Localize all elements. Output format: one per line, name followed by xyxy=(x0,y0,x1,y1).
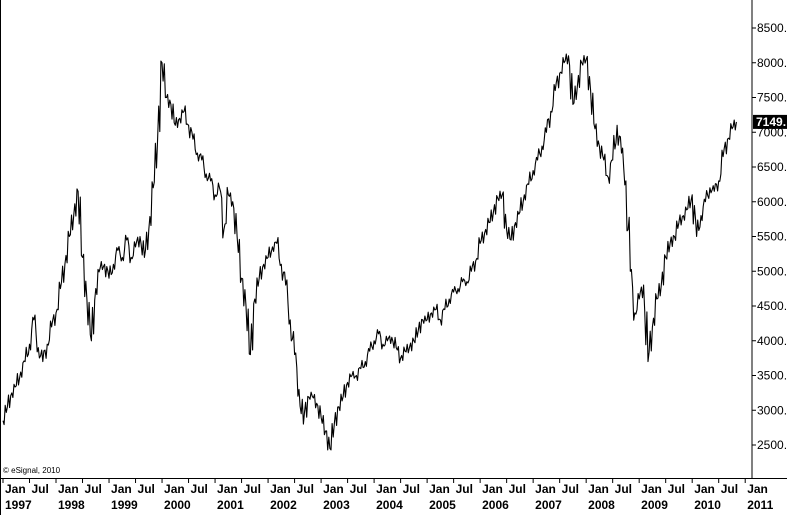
x-tick-month: Jan xyxy=(641,482,662,496)
y-tick-label: 5000. xyxy=(757,264,787,278)
x-tick-month: Jan xyxy=(58,482,79,496)
y-tick-label: 6500. xyxy=(757,160,787,174)
x-tick-month: Jul xyxy=(721,482,738,496)
x-tick-year: 2006 xyxy=(482,498,509,512)
x-tick-year: 1998 xyxy=(58,498,85,512)
x-tick-month: Jan xyxy=(111,482,132,496)
x-tick-month: Jan xyxy=(5,482,26,496)
x-tick-month: Jan xyxy=(747,482,768,496)
last-value-text: 7149. xyxy=(756,115,786,129)
y-tick-label: 3500. xyxy=(757,369,787,383)
x-tick-month: Jul xyxy=(615,482,632,496)
x-tick-month: Jan xyxy=(323,482,344,496)
x-tick-month: Jul xyxy=(509,482,526,496)
series-line xyxy=(2,53,737,451)
x-tick-year: 2008 xyxy=(588,498,615,512)
x-tick-year: 2000 xyxy=(164,498,191,512)
x-tick-year: 2009 xyxy=(641,498,668,512)
x-tick-year: 1997 xyxy=(5,498,32,512)
x-tick-month: Jan xyxy=(482,482,503,496)
x-tick-month: Jan xyxy=(376,482,397,496)
x-tick-year: 1999 xyxy=(111,498,138,512)
x-tick-month: Jul xyxy=(456,482,473,496)
last-value-box xyxy=(753,114,787,129)
x-tick-year: 2001 xyxy=(217,498,244,512)
x-tick-month: Jul xyxy=(403,482,420,496)
y-tick-label: 7500. xyxy=(757,91,787,105)
y-tick-label: 5500. xyxy=(757,230,787,244)
x-tick-year: 2011 xyxy=(747,498,773,512)
y-tick-label: 8000. xyxy=(757,56,787,70)
x-tick-year: 2003 xyxy=(323,498,350,512)
copyright-text: © eSignal, 2010 xyxy=(3,466,61,475)
x-tick-month: Jul xyxy=(191,482,208,496)
x-tick-year: 2005 xyxy=(429,498,456,512)
x-tick-month: Jul xyxy=(297,482,314,496)
x-tick-month: Jan xyxy=(429,482,450,496)
x-tick-month: Jul xyxy=(32,482,49,496)
x-tick-month: Jul xyxy=(350,482,367,496)
y-tick-label: 4000. xyxy=(757,334,787,348)
y-tick-label: 3000. xyxy=(757,403,787,417)
x-tick-year: 2010 xyxy=(694,498,721,512)
y-tick-label: 6000. xyxy=(757,195,787,209)
x-tick-year: 2002 xyxy=(270,498,297,512)
x-tick-month: Jan xyxy=(535,482,556,496)
x-tick-month: Jan xyxy=(217,482,238,496)
x-tick-year: 2007 xyxy=(535,498,562,512)
x-tick-month: Jul xyxy=(244,482,261,496)
x-tick-month: Jan xyxy=(588,482,609,496)
x-tick-month: Jul xyxy=(85,482,102,496)
x-tick-month: Jan xyxy=(270,482,291,496)
x-tick-month: Jan xyxy=(164,482,185,496)
y-tick-label: 8500. xyxy=(757,21,787,35)
x-tick-month: Jul xyxy=(668,482,685,496)
x-tick-month: Jul xyxy=(138,482,155,496)
y-tick-label: 2500. xyxy=(757,438,787,452)
x-tick-month: Jul xyxy=(562,482,579,496)
x-tick-year: 2004 xyxy=(376,498,403,512)
x-tick-month: Jan xyxy=(694,482,715,496)
last-value-label: 7149. xyxy=(753,114,787,129)
y-tick-label: 4500. xyxy=(757,299,787,313)
